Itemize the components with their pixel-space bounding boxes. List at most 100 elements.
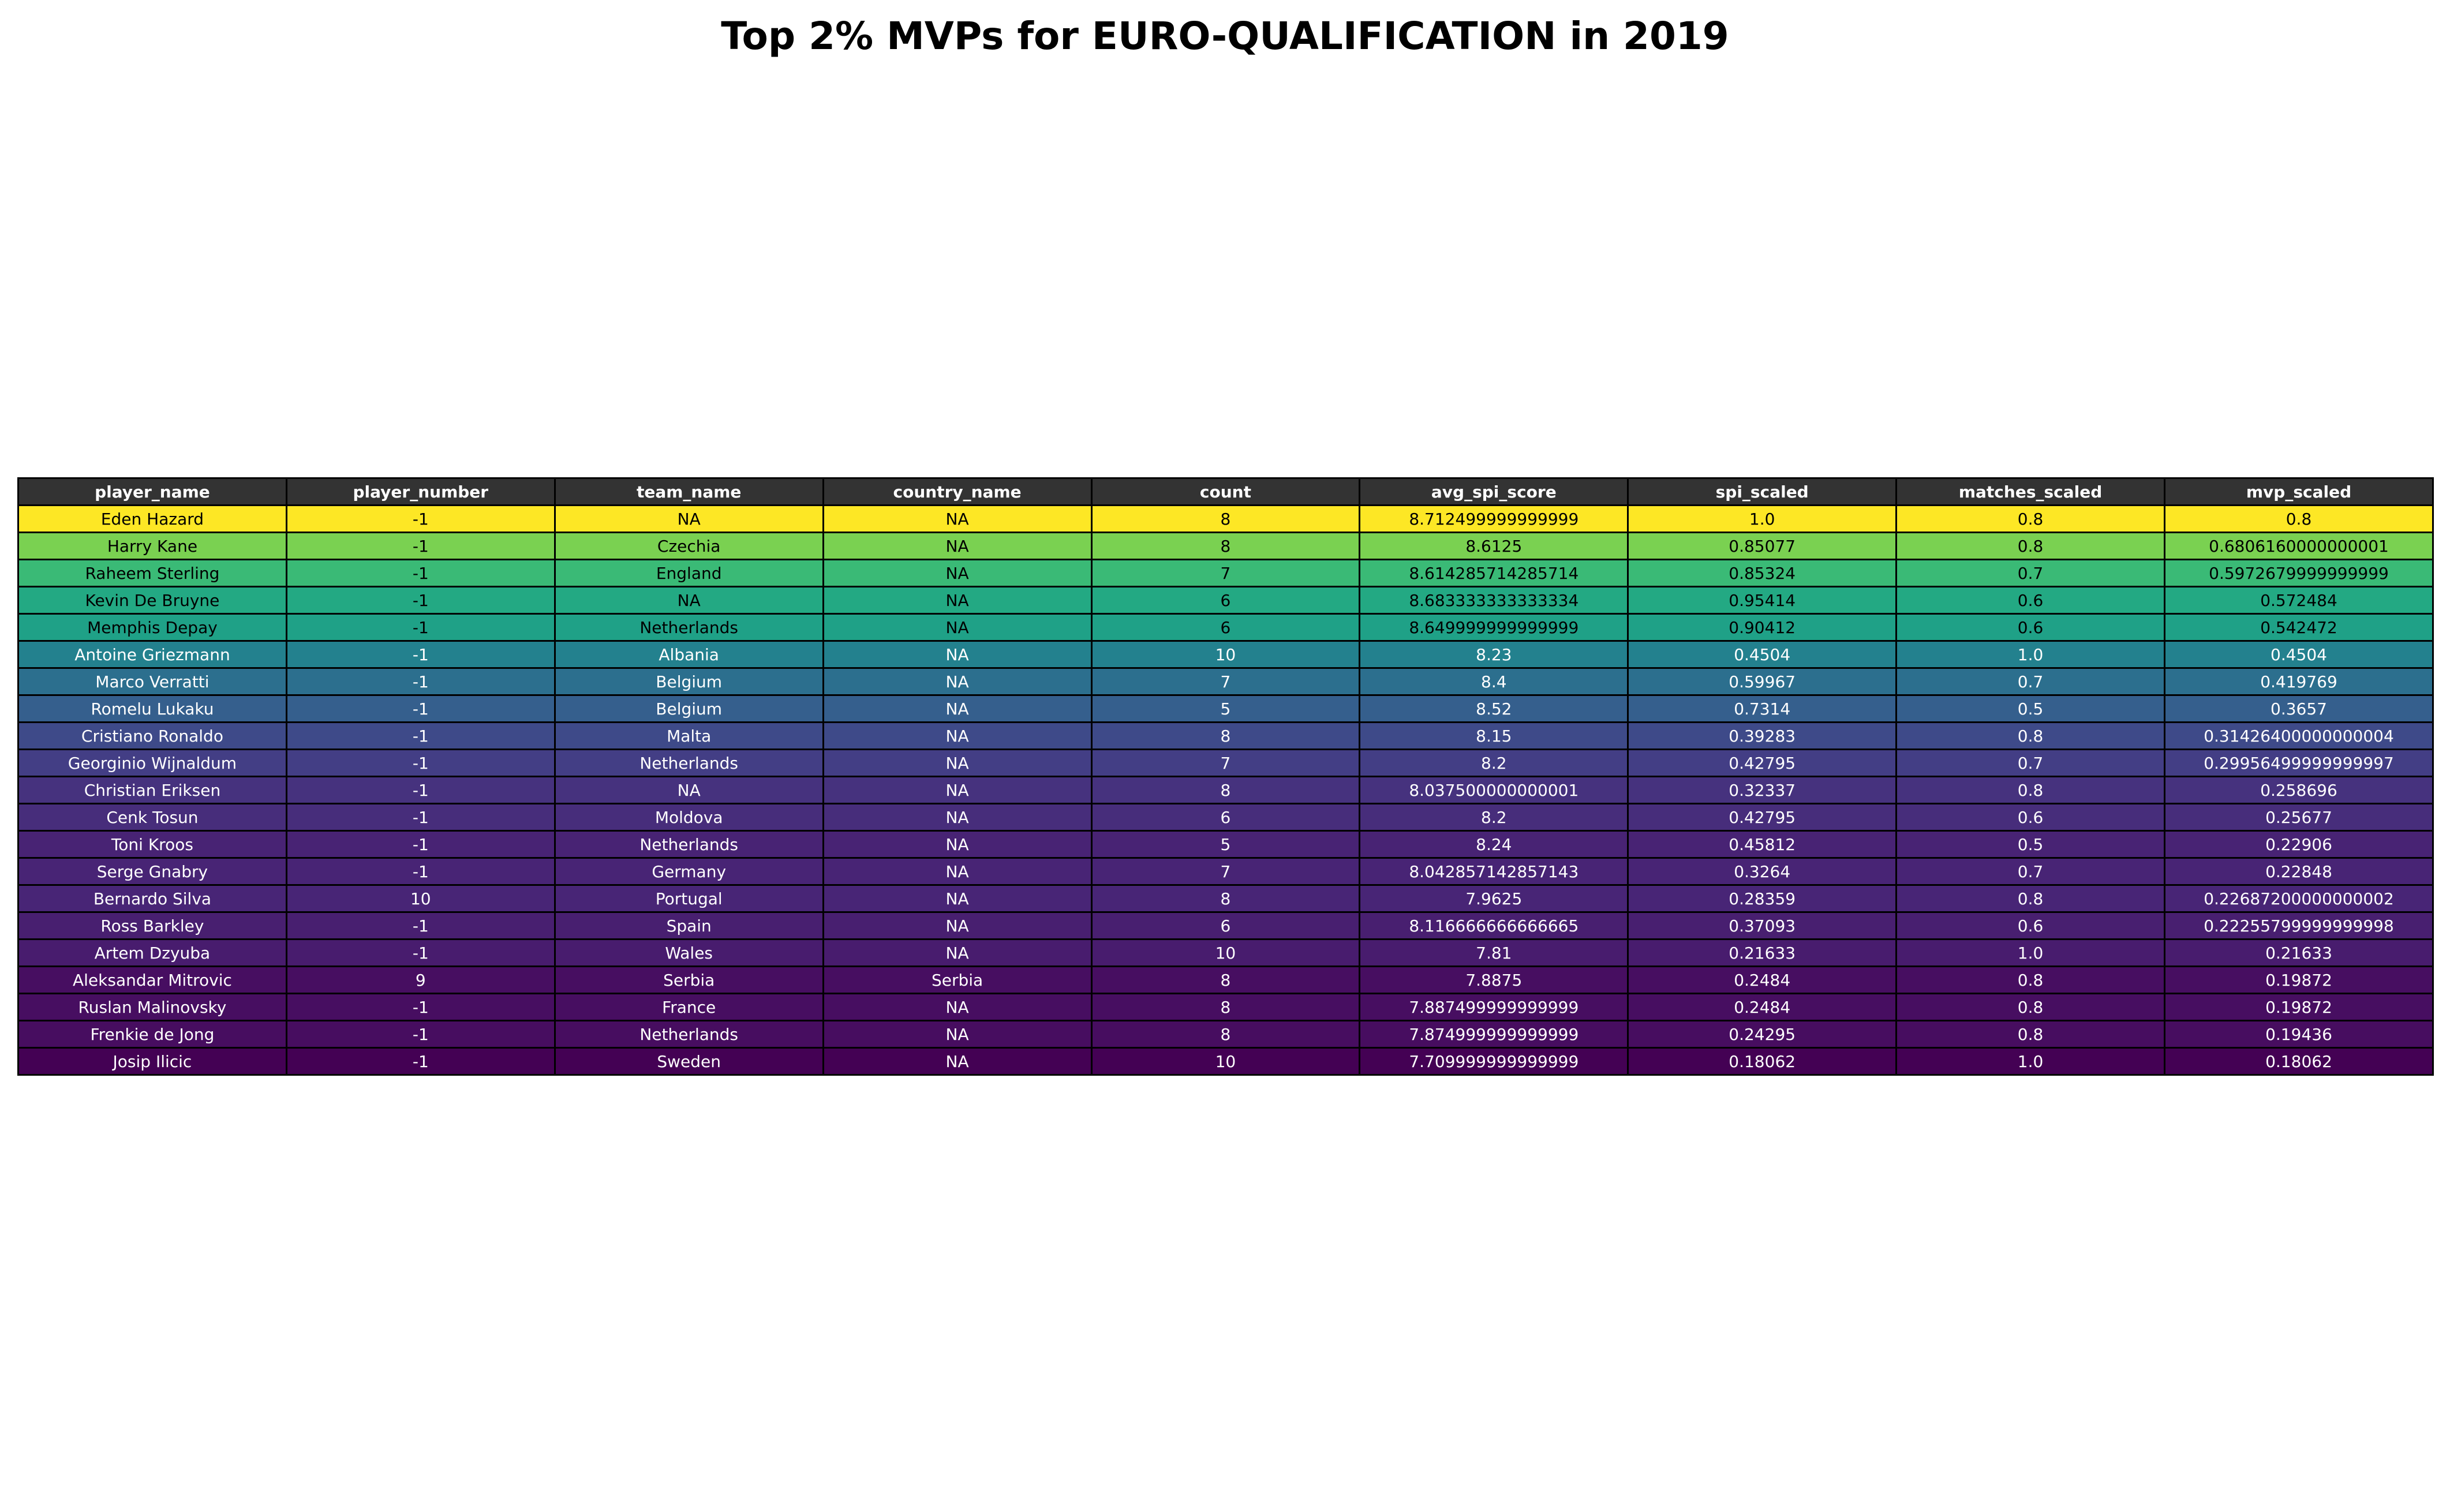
cell-player-name: Ross Barkley bbox=[17, 911, 287, 940]
cell-avg-spi-score: 7.9625 bbox=[1359, 884, 1629, 913]
cell-team-name: Serbia bbox=[553, 965, 824, 994]
cell-count: 8 bbox=[1090, 993, 1361, 1021]
cell-count: 7 bbox=[1090, 667, 1361, 696]
cell-spi-scaled: 0.42795 bbox=[1627, 803, 1898, 832]
cell-mvp-scaled: 0.31426400000000004 bbox=[2164, 721, 2434, 750]
cell-count: 6 bbox=[1090, 911, 1361, 940]
cell-avg-spi-score: 8.614285714285714 bbox=[1359, 559, 1629, 587]
table-row: Ross Barkley -1 Spain NA 6 8.116666666666665 0… bbox=[17, 911, 2434, 940]
table-row: Cristiano Ronaldo -1 Malta NA 8 8.15 0.39283 0.… bbox=[17, 721, 2434, 750]
cell-spi-scaled: 0.3264 bbox=[1627, 857, 1898, 886]
cell-matches-scaled: 0.6 bbox=[1895, 911, 2165, 940]
cell-spi-scaled: 0.32337 bbox=[1627, 776, 1898, 804]
cell-avg-spi-score: 7.709999999999999 bbox=[1359, 1047, 1629, 1076]
cell-avg-spi-score: 8.6125 bbox=[1359, 532, 1629, 560]
column-header-count: count bbox=[1090, 477, 1361, 506]
cell-mvp-scaled: 0.19872 bbox=[2164, 965, 2434, 994]
cell-player-number: -1 bbox=[285, 559, 556, 587]
table-row: Toni Kroos -1 Netherlands NA 5 8.24 0.45812 0.5… bbox=[17, 830, 2434, 859]
cell-count: 6 bbox=[1090, 613, 1361, 642]
cell-spi-scaled: 0.95414 bbox=[1627, 586, 1898, 615]
cell-team-name: Sweden bbox=[553, 1047, 824, 1076]
column-header-matches-scaled: matches_scaled bbox=[1895, 477, 2165, 506]
cell-count: 7 bbox=[1090, 857, 1361, 886]
table-row: Marco Verratti -1 Belgium NA 7 8.4 0.59967 0.7 0… bbox=[17, 667, 2434, 696]
cell-player-number: -1 bbox=[285, 694, 556, 723]
cell-matches-scaled: 0.7 bbox=[1895, 748, 2165, 777]
cell-team-name: Germany bbox=[553, 857, 824, 886]
cell-player-number: -1 bbox=[285, 911, 556, 940]
cell-country-name: NA bbox=[822, 803, 1093, 832]
cell-team-name: NA bbox=[553, 776, 824, 804]
cell-count: 6 bbox=[1090, 586, 1361, 615]
cell-player-name: Josip Ilicic bbox=[17, 1047, 287, 1076]
cell-team-name: Czechia bbox=[553, 532, 824, 560]
table-row: Memphis Depay -1 Netherlands NA 6 8.649999999… bbox=[17, 613, 2434, 642]
cell-mvp-scaled: 0.21633 bbox=[2164, 938, 2434, 967]
cell-avg-spi-score: 7.874999999999999 bbox=[1359, 1020, 1629, 1049]
cell-matches-scaled: 0.5 bbox=[1895, 830, 2165, 859]
cell-mvp-scaled: 0.3657 bbox=[2164, 694, 2434, 723]
cell-player-name: Kevin De Bruyne bbox=[17, 586, 287, 615]
table-row: Serge Gnabry -1 Germany NA 7 8.04285714285714… bbox=[17, 857, 2434, 886]
cell-avg-spi-score: 8.4 bbox=[1359, 667, 1629, 696]
cell-player-name: Cristiano Ronaldo bbox=[17, 721, 287, 750]
cell-country-name: NA bbox=[822, 748, 1093, 777]
table-row: Aleksandar Mitrovic 9 Serbia Serbia 8 7.8875 0… bbox=[17, 965, 2434, 994]
cell-team-name: Wales bbox=[553, 938, 824, 967]
cell-matches-scaled: 0.7 bbox=[1895, 857, 2165, 886]
table-row: Bernardo Silva 10 Portugal NA 8 7.9625 0.28359… bbox=[17, 884, 2434, 913]
cell-player-name: Harry Kane bbox=[17, 532, 287, 560]
cell-mvp-scaled: 0.258696 bbox=[2164, 776, 2434, 804]
cell-matches-scaled: 0.6 bbox=[1895, 803, 2165, 832]
cell-player-name: Romelu Lukaku bbox=[17, 694, 287, 723]
cell-player-number: -1 bbox=[285, 938, 556, 967]
cell-player-number: -1 bbox=[285, 830, 556, 859]
cell-spi-scaled: 0.59967 bbox=[1627, 667, 1898, 696]
cell-team-name: Malta bbox=[553, 721, 824, 750]
cell-count: 10 bbox=[1090, 1047, 1361, 1076]
cell-spi-scaled: 1.0 bbox=[1627, 504, 1898, 533]
table-row: Artem Dzyuba -1 Wales NA 10 7.81 0.21633 1.0 0.2… bbox=[17, 938, 2434, 967]
cell-team-name: Moldova bbox=[553, 803, 824, 832]
cell-player-number: -1 bbox=[285, 748, 556, 777]
cell-player-name: Artem Dzyuba bbox=[17, 938, 287, 967]
cell-count: 10 bbox=[1090, 938, 1361, 967]
cell-spi-scaled: 0.2484 bbox=[1627, 965, 1898, 994]
cell-count: 8 bbox=[1090, 504, 1361, 533]
cell-avg-spi-score: 8.15 bbox=[1359, 721, 1629, 750]
cell-matches-scaled: 1.0 bbox=[1895, 938, 2165, 967]
cell-player-number: -1 bbox=[285, 803, 556, 832]
cell-player-number: 10 bbox=[285, 884, 556, 913]
cell-count: 8 bbox=[1090, 1020, 1361, 1049]
cell-count: 8 bbox=[1090, 965, 1361, 994]
cell-avg-spi-score: 8.116666666666665 bbox=[1359, 911, 1629, 940]
cell-player-number: -1 bbox=[285, 613, 556, 642]
column-header-mvp-scaled: mvp_scaled bbox=[2164, 477, 2434, 506]
cell-matches-scaled: 0.8 bbox=[1895, 993, 2165, 1021]
cell-team-name: NA bbox=[553, 586, 824, 615]
cell-country-name: NA bbox=[822, 613, 1093, 642]
cell-team-name: England bbox=[553, 559, 824, 587]
cell-mvp-scaled: 0.572484 bbox=[2164, 586, 2434, 615]
cell-player-name: Christian Eriksen bbox=[17, 776, 287, 804]
cell-spi-scaled: 0.18062 bbox=[1627, 1047, 1898, 1076]
cell-player-name: Marco Verratti bbox=[17, 667, 287, 696]
table-row: Antoine Griezmann -1 Albania NA 10 8.23 0.4504… bbox=[17, 640, 2434, 669]
column-header-player-name: player_name bbox=[17, 477, 287, 506]
cell-country-name: NA bbox=[822, 559, 1093, 587]
cell-avg-spi-score: 7.81 bbox=[1359, 938, 1629, 967]
cell-matches-scaled: 0.6 bbox=[1895, 586, 2165, 615]
cell-country-name: NA bbox=[822, 532, 1093, 560]
cell-country-name: NA bbox=[822, 667, 1093, 696]
cell-country-name: NA bbox=[822, 586, 1093, 615]
cell-spi-scaled: 0.85324 bbox=[1627, 559, 1898, 587]
cell-team-name: Albania bbox=[553, 640, 824, 669]
cell-team-name: France bbox=[553, 993, 824, 1021]
cell-player-number: -1 bbox=[285, 1020, 556, 1049]
cell-spi-scaled: 0.90412 bbox=[1627, 613, 1898, 642]
cell-mvp-scaled: 0.22687200000000002 bbox=[2164, 884, 2434, 913]
cell-avg-spi-score: 8.042857142857143 bbox=[1359, 857, 1629, 886]
cell-country-name: NA bbox=[822, 776, 1093, 804]
cell-count: 8 bbox=[1090, 776, 1361, 804]
